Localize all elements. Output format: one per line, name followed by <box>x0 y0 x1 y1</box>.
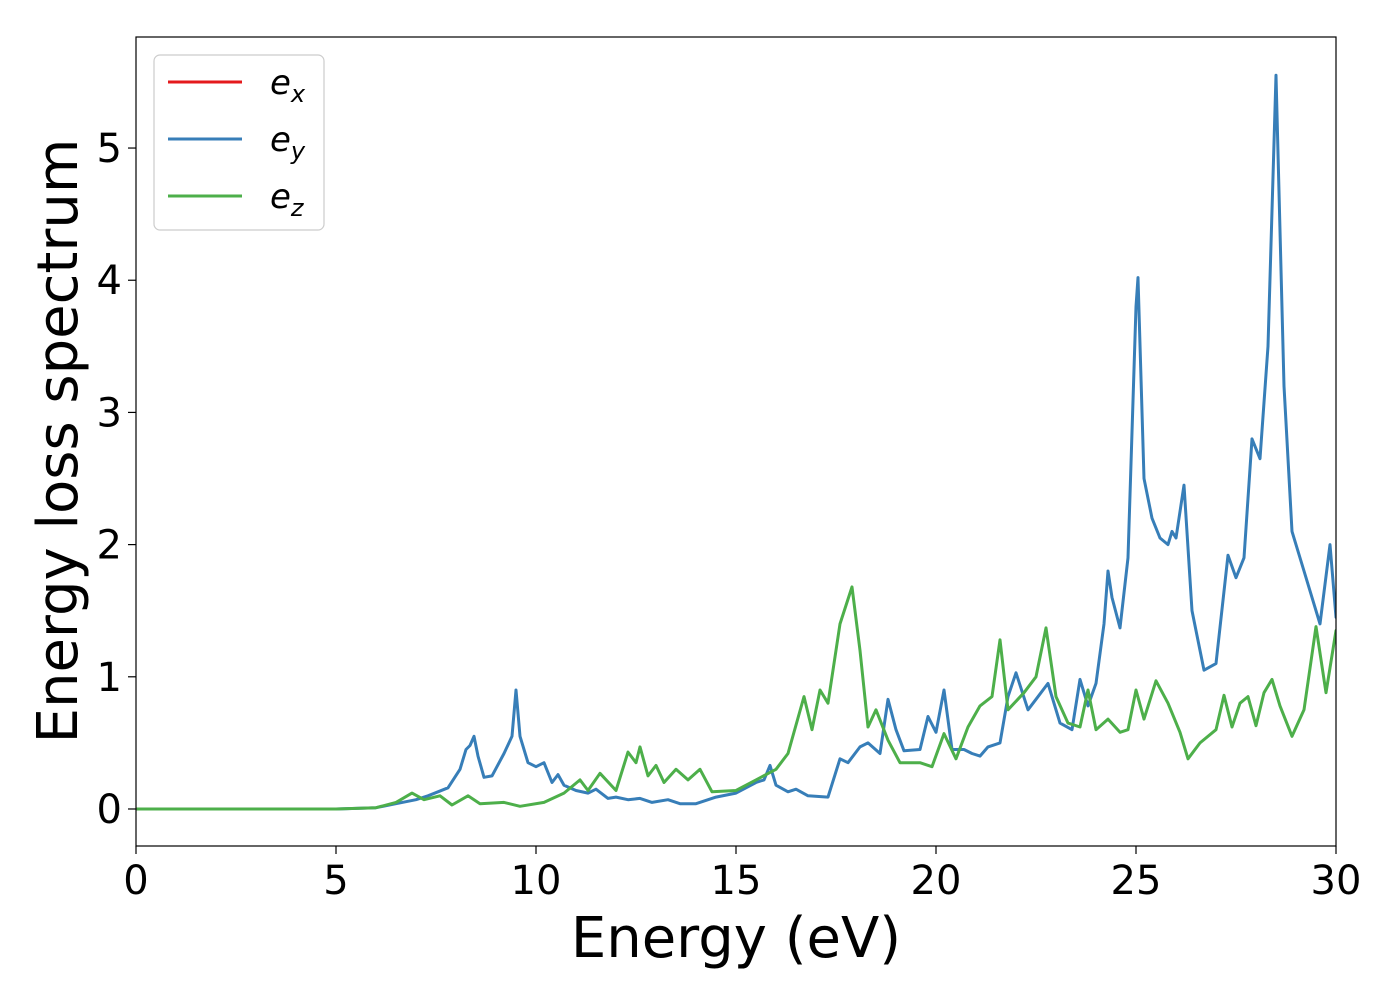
y-tick-label: 1 <box>97 655 122 701</box>
y-tick-label: 3 <box>97 390 122 436</box>
x-tick-label: 20 <box>911 858 962 904</box>
x-tick-label: 5 <box>323 858 348 904</box>
x-tick-label: 25 <box>1111 858 1162 904</box>
y-tick-label: 5 <box>97 126 122 172</box>
series-line-z <box>136 585 1336 811</box>
plot-area <box>136 73 1336 811</box>
y-tick-label: 0 <box>97 787 122 833</box>
series-line-y <box>136 73 1336 811</box>
y-axis-title: Energy loss spectrum <box>26 139 91 744</box>
legend-label-x: ex <box>270 63 306 108</box>
x-tick-label: 0 <box>123 858 148 904</box>
axes: 0 5 10 15 20 25 30 0 1 2 3 4 5 <box>97 36 1362 904</box>
x-tick-label: 10 <box>511 858 562 904</box>
x-tick-label: 15 <box>711 858 762 904</box>
legend-label-y: ey <box>270 120 306 165</box>
legend-box <box>153 54 325 231</box>
y-tick-label: 4 <box>97 258 122 304</box>
y-tick-label: 2 <box>97 523 122 569</box>
x-axis-title: Energy (eV) <box>571 906 901 971</box>
x-tick-label: 30 <box>1311 858 1362 904</box>
